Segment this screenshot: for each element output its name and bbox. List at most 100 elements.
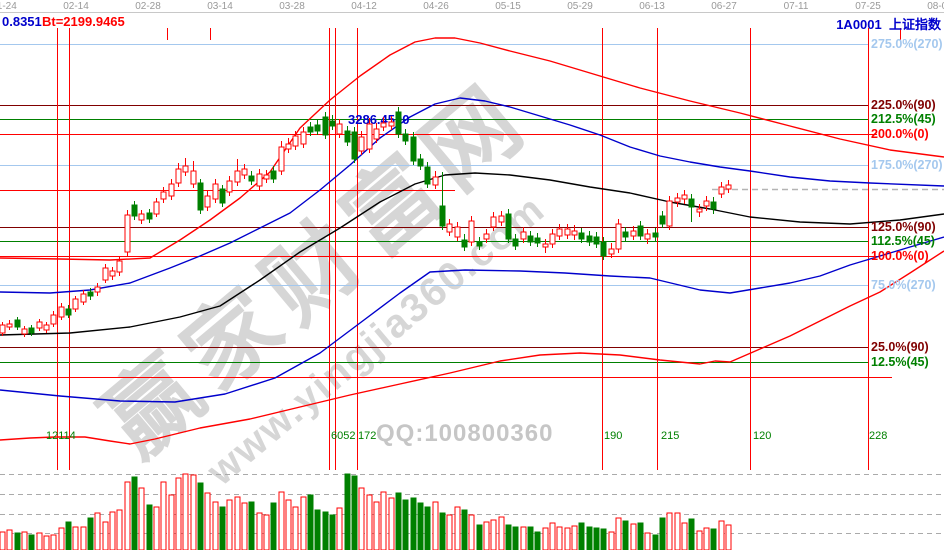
upper-blue-envelope <box>0 97 944 294</box>
candle-body <box>637 225 644 237</box>
volume-bar <box>600 528 607 550</box>
volume-bar <box>80 526 87 550</box>
candle-body <box>116 260 123 273</box>
volume-bar <box>153 506 160 550</box>
volume-layer <box>0 473 732 550</box>
lower-red-envelope <box>0 250 944 445</box>
volume-bar <box>116 509 123 550</box>
volume-bar <box>21 531 28 550</box>
volume-bar <box>344 473 351 550</box>
volume-bar <box>446 514 453 550</box>
volume-bar <box>358 487 365 550</box>
candle-body <box>358 136 365 152</box>
candle-body <box>256 173 263 187</box>
candle-body <box>512 238 519 247</box>
candle-body <box>322 116 329 136</box>
volume-bar <box>417 502 424 550</box>
candle-body <box>6 323 13 328</box>
volume-bar <box>366 494 373 550</box>
candle-body <box>226 180 233 193</box>
volume-bar <box>424 506 431 550</box>
candle-body <box>94 286 101 293</box>
volume-bar <box>307 494 314 550</box>
volume-bar <box>402 499 409 550</box>
volume-bar <box>58 527 65 550</box>
volume-bar <box>630 523 637 550</box>
candle-body <box>50 314 57 325</box>
volume-bar <box>520 526 527 550</box>
volume-bar <box>586 526 593 550</box>
candle-body <box>278 146 285 172</box>
candle-body <box>644 233 651 240</box>
candle-body <box>622 231 629 238</box>
volume-bar <box>6 529 13 550</box>
volume-bar <box>512 526 519 550</box>
candle-body <box>454 226 461 238</box>
candle-body <box>490 216 497 228</box>
volume-bar <box>270 502 277 550</box>
volume-bar <box>725 524 732 550</box>
candle-body <box>586 235 593 243</box>
volume-bar <box>637 522 644 550</box>
volume-bar <box>703 527 710 550</box>
candle-body <box>160 191 167 200</box>
volume-bar <box>476 524 483 550</box>
volume-bar <box>28 534 35 550</box>
volume-bar <box>490 519 497 550</box>
candle-body <box>395 111 402 135</box>
candle-body <box>307 126 314 133</box>
volume-bar <box>329 514 336 550</box>
candle-body <box>578 232 585 240</box>
candle-body <box>652 232 659 238</box>
candle-body <box>520 231 527 240</box>
candle-body <box>58 306 65 318</box>
candle-body <box>14 319 21 328</box>
volume-bar <box>542 527 549 550</box>
candle-body <box>168 183 175 197</box>
candle-body <box>439 205 446 227</box>
volume-bar <box>351 475 358 550</box>
candle-body <box>124 214 131 253</box>
candle-body <box>468 220 475 243</box>
candle-body <box>0 324 6 334</box>
candle-body <box>292 135 299 147</box>
candle-body <box>696 208 703 213</box>
candle-body <box>432 176 439 186</box>
volume-bar <box>197 482 204 550</box>
volume-bar <box>659 517 666 550</box>
volume-bar <box>688 518 695 550</box>
volume-bar <box>131 476 138 550</box>
lower-blue-envelope <box>0 236 944 403</box>
volume-bar <box>571 525 578 550</box>
volume-bar <box>534 531 541 550</box>
candle-body <box>410 136 417 162</box>
candle-body <box>234 170 241 183</box>
volume-bar <box>175 477 182 550</box>
volume-bar <box>710 528 717 550</box>
candle-body <box>681 194 688 200</box>
volume-bar <box>160 481 167 550</box>
volume-bar <box>461 509 468 550</box>
candle-body <box>351 131 358 160</box>
volume-bar <box>248 501 255 550</box>
candle-body <box>461 239 468 248</box>
volume-bar <box>300 496 307 550</box>
candle-body <box>402 133 409 142</box>
candle-body <box>28 327 35 334</box>
candle-body <box>600 241 607 257</box>
candle-body <box>476 241 483 247</box>
candle-body <box>608 248 615 255</box>
candle-body <box>593 236 600 245</box>
volume-bar <box>146 504 153 550</box>
volume-bar <box>439 512 446 550</box>
volume-bar <box>124 481 131 550</box>
volume-bar <box>608 531 615 550</box>
candle-body <box>674 197 681 203</box>
volume-bar <box>681 522 688 550</box>
candle-body <box>703 200 710 207</box>
volume-bar <box>336 507 343 550</box>
candle-body <box>556 228 563 237</box>
